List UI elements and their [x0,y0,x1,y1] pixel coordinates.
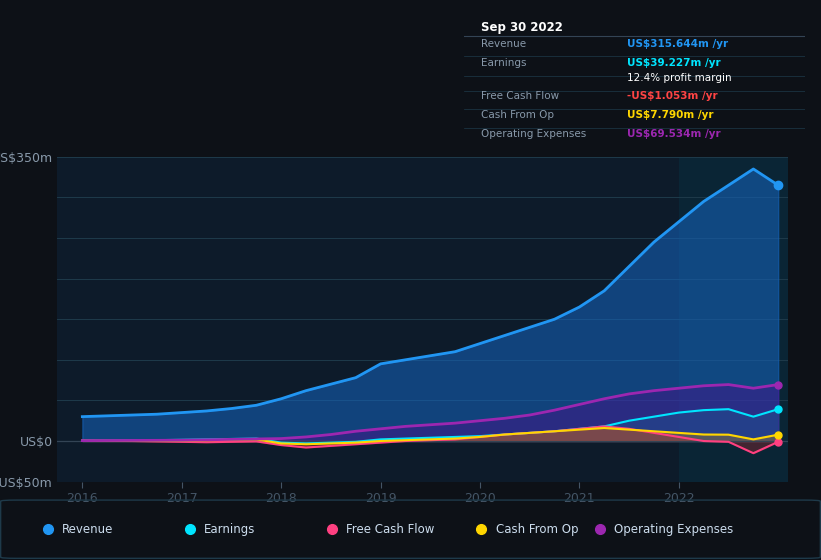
Text: US$7.790m /yr: US$7.790m /yr [627,110,714,120]
Text: Cash From Op: Cash From Op [496,522,578,536]
Text: Free Cash Flow: Free Cash Flow [346,522,434,536]
Text: Operating Expenses: Operating Expenses [614,522,733,536]
Text: Sep 30 2022: Sep 30 2022 [481,21,562,34]
Text: Operating Expenses: Operating Expenses [481,129,586,139]
Text: US$39.227m /yr: US$39.227m /yr [627,58,721,68]
Text: US$69.534m /yr: US$69.534m /yr [627,129,721,139]
Text: Cash From Op: Cash From Op [481,110,554,120]
Text: Earnings: Earnings [204,522,255,536]
Text: -US$1.053m /yr: -US$1.053m /yr [627,91,718,101]
Text: Revenue: Revenue [62,522,113,536]
Bar [679,157,788,482]
Text: Earnings: Earnings [481,58,526,68]
Text: Revenue: Revenue [481,39,526,49]
Text: Free Cash Flow: Free Cash Flow [481,91,559,101]
Text: US$315.644m /yr: US$315.644m /yr [627,39,728,49]
Text: 12.4% profit margin: 12.4% profit margin [627,73,732,83]
